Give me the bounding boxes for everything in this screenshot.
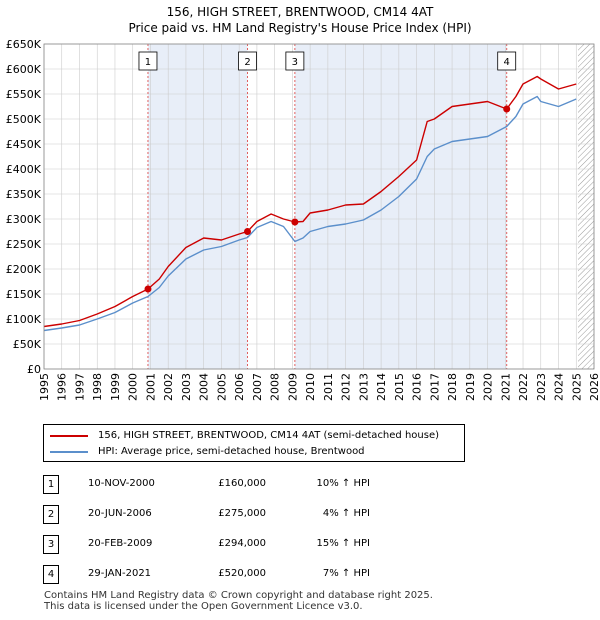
sale-row: 4 29-JAN-2021 £520,000 7% ↑ HPI xyxy=(0,565,600,585)
x-tick-label: 2018 xyxy=(446,373,459,401)
x-tick-label: 2015 xyxy=(393,373,406,401)
x-tick-label: 2022 xyxy=(517,373,530,401)
sale-point xyxy=(244,228,251,235)
legend: 156, HIGH STREET, BRENTWOOD, CM14 4AT (s… xyxy=(43,424,465,462)
hpi-line xyxy=(43,95,577,332)
x-tick-label: 2001 xyxy=(144,373,157,401)
y-tick-label: £50K xyxy=(13,338,42,351)
x-tick-label: 1998 xyxy=(91,373,104,401)
y-tick-label: £0 xyxy=(27,363,41,376)
x-tick-label: 2020 xyxy=(482,373,495,401)
x-tick-label: 2005 xyxy=(215,373,228,401)
y-tick-label: £150K xyxy=(6,288,42,301)
y-tick-label: £550K xyxy=(6,88,42,101)
y-tick-label: £600K xyxy=(6,63,42,76)
sale-marker-box xyxy=(285,51,305,71)
sale-hpi-diff: 7% ↑ HPI xyxy=(322,568,370,579)
y-tick-label: £250K xyxy=(6,238,42,251)
sale-number-badge: 1 xyxy=(43,475,59,494)
sale-date: 10-NOV-2000 xyxy=(88,478,155,489)
x-tick-label: 2026 xyxy=(588,373,600,401)
x-tick-label: 1995 xyxy=(38,373,51,401)
legend-label-hpi: HPI: Average price, semi-detached house,… xyxy=(98,446,365,457)
sale-marker-box xyxy=(497,51,517,71)
sale-marker-box xyxy=(138,51,158,71)
y-tick-label: £400K xyxy=(6,163,42,176)
x-tick-label: 1996 xyxy=(56,373,69,401)
sale-point xyxy=(503,105,511,113)
sale-number-badge: 3 xyxy=(43,535,59,554)
sale-point xyxy=(291,218,299,226)
sale-hpi-diff: 4% ↑ HPI xyxy=(322,508,370,519)
x-tick-label: 2024 xyxy=(553,373,566,401)
x-tick-label: 1999 xyxy=(109,373,122,401)
sale-price: £520,000 xyxy=(218,568,266,579)
footer-line: Contains HM Land Registry data © Crown c… xyxy=(44,590,433,601)
x-tick-label: 2011 xyxy=(322,373,335,401)
y-tick-label: £650K xyxy=(6,38,42,51)
ownership-band xyxy=(147,44,248,369)
sale-date: 20-FEB-2009 xyxy=(88,538,153,549)
sale-price: £294,000 xyxy=(218,538,266,549)
sale-row: 3 20-FEB-2009 £294,000 15% ↑ HPI xyxy=(0,535,600,555)
x-tick-label: 2021 xyxy=(499,373,512,401)
sale-price: £275,000 xyxy=(218,508,266,519)
sale-date: 29-JAN-2021 xyxy=(88,568,152,579)
legend-label-property: 156, HIGH STREET, BRENTWOOD, CM14 4AT (s… xyxy=(98,430,440,441)
sale-hpi-diff: 15% ↑ HPI xyxy=(316,538,370,549)
x-tick-label: 1997 xyxy=(73,373,86,401)
x-tick-label: 2009 xyxy=(286,373,299,401)
x-tick-label: 2023 xyxy=(535,373,548,401)
x-tick-label: 2010 xyxy=(304,373,317,401)
y-tick-label: £300K xyxy=(6,213,42,226)
x-tick-label: 2003 xyxy=(180,373,193,401)
sale-marker-box xyxy=(238,51,257,71)
x-tick-label: 2002 xyxy=(162,373,175,401)
x-tick-label: 2014 xyxy=(375,373,388,401)
y-tick-label: £450K xyxy=(6,138,42,151)
x-tick-label: 2019 xyxy=(464,373,477,401)
chart-title: 156, HIGH STREET, BRENTWOOD, CM14 4AT xyxy=(167,5,434,19)
x-tick-label: 2000 xyxy=(127,373,140,401)
plot-frame xyxy=(43,43,595,370)
footer-line: This data is licensed under the Open Gov… xyxy=(44,601,363,612)
x-tick-label: 2016 xyxy=(411,373,424,401)
x-tick-label: 2007 xyxy=(251,373,264,401)
price-chart: 156, HIGH STREET, BRENTWOOD, CM14 4AT Pr… xyxy=(6,5,600,401)
sale-hpi-diff: 10% ↑ HPI xyxy=(316,478,370,489)
sale-row: 1 10-NOV-2000 £160,000 10% ↑ HPI xyxy=(0,475,600,495)
plot-area: 1 2 3 4 £0 £50K £100K £150K £200K £250K £300K £350K… xyxy=(6,38,600,401)
y-tick-label: £100K xyxy=(6,313,42,326)
x-tick-label: 2004 xyxy=(198,373,211,401)
x-tick-label: 2025 xyxy=(570,373,583,401)
sale-marker-label: 2 xyxy=(244,57,250,68)
legend-swatch-hpi xyxy=(50,451,88,453)
y-tick-label: £350K xyxy=(6,188,42,201)
sale-date: 20-JUN-2006 xyxy=(88,508,152,519)
sale-marker-label: 1 xyxy=(145,57,151,68)
footer-attribution: Contains HM Land Registry data © Crown c… xyxy=(44,590,584,612)
sale-marker-label: 4 xyxy=(504,57,510,68)
sale-row: 2 20-JUN-2006 £275,000 4% ↑ HPI xyxy=(0,505,600,525)
ownership-band xyxy=(294,44,507,369)
sale-point xyxy=(144,285,152,293)
sale-price: £160,000 xyxy=(218,478,266,489)
x-tick-label: 2006 xyxy=(233,373,246,401)
y-tick-label: £200K xyxy=(6,263,42,276)
sale-marker-label: 3 xyxy=(292,57,298,68)
chart-subtitle: Price paid vs. HM Land Registry's House … xyxy=(128,21,471,35)
sale-number-badge: 2 xyxy=(43,505,59,524)
x-tick-label: 2017 xyxy=(428,373,441,401)
forecast-hatch xyxy=(578,44,594,369)
y-tick-label: £500K xyxy=(6,113,42,126)
sale-number-badge: 4 xyxy=(43,565,59,584)
x-tick-label: 2008 xyxy=(269,373,282,401)
x-tick-label: 2013 xyxy=(357,373,370,401)
x-tick-label: 2012 xyxy=(340,373,353,401)
legend-swatch-property xyxy=(50,435,88,437)
